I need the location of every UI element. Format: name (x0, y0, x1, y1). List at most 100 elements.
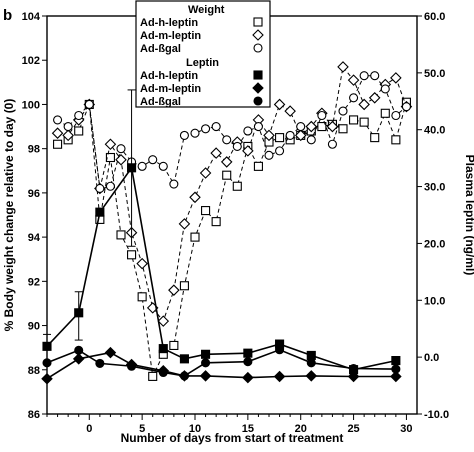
point-weight-ad-h-leptin (391, 135, 401, 145)
y-left-tick-label: 86 (28, 409, 40, 421)
point-leptin-ad-gal (95, 358, 105, 368)
series-line-weight-ad-gal (57, 75, 407, 190)
point-weight-ad-gal (201, 124, 211, 134)
point-leptin-ad-m-leptin (242, 371, 254, 384)
point-weight-ad-h-leptin (380, 108, 390, 118)
point-leptin-ad-m-leptin (273, 370, 286, 383)
point-weight-ad-h-leptin (201, 206, 211, 216)
y-right-tick-label: 40.0 (424, 125, 445, 137)
series-line-weight-ad-m-leptin (57, 65, 407, 323)
x-tick-label: 5 (139, 423, 145, 435)
point-weight-ad-h-leptin (253, 161, 263, 171)
point-weight-ad-h-leptin (105, 152, 115, 163)
point-weight-ad-h-leptin (349, 115, 359, 125)
point-leptin-ad-m-leptin (104, 346, 117, 359)
point-weight-ad-m-leptin (136, 257, 148, 270)
x-tick-label: 10 (189, 423, 201, 435)
point-leptin-ad-h-leptin (201, 349, 211, 359)
point-weight-ad-gal (327, 139, 337, 149)
point-weight-ad-m-leptin (220, 156, 233, 168)
point-leptin-ad-gal (243, 357, 253, 367)
point-weight-ad-gal (222, 135, 232, 145)
point-weight-ad-gal (84, 99, 94, 109)
point-weight-ad-gal (190, 128, 200, 138)
point-weight-ad-gal (105, 181, 115, 191)
point-weight-ad-gal (63, 122, 73, 132)
point-weight-ad-h-leptin (338, 124, 348, 134)
y-right-tick-label: 0.0 (424, 352, 439, 364)
legend-markers (252, 17, 264, 106)
point-weight-ad-gal (338, 106, 348, 116)
y-right-tick-label: 20.0 (424, 238, 445, 250)
x-axis: 0 5 10 15 20 25 30 (46, 414, 413, 435)
point-weight-ad-m-leptin (284, 105, 296, 117)
x-tick-label: 25 (347, 423, 359, 435)
x-tick-label: 30 (400, 423, 412, 435)
point-leptin-ad-m-leptin (199, 370, 212, 382)
point-weight-ad-gal (349, 93, 359, 103)
point-leptin-ad-m-leptin (390, 370, 402, 383)
point-leptin-ad-h-leptin (179, 354, 189, 364)
point-weight-ad-m-leptin (337, 61, 349, 73)
point-leptin-ad-h-leptin (243, 348, 253, 358)
point-weight-ad-gal (306, 135, 316, 145)
y-left-tick-label: 96 (28, 188, 40, 200)
point-weight-ad-gal (370, 71, 380, 81)
point-weight-ad-h-leptin (317, 122, 327, 132)
y-left-tick-label: 102 (22, 55, 40, 67)
x-tick-label: 0 (86, 423, 92, 435)
point-weight-ad-m-leptin (390, 72, 402, 84)
point-weight-ad-gal (253, 122, 263, 132)
point-weight-ad-gal (95, 183, 105, 194)
point-leptin-ad-h-leptin (95, 207, 105, 217)
point-weight-ad-gal (211, 122, 221, 132)
point-weight-ad-h-leptin (116, 230, 126, 240)
point-weight-ad-m-leptin (263, 129, 275, 142)
point-weight-ad-gal (243, 126, 253, 136)
point-weight-ad-gal (179, 130, 189, 140)
point-leptin-ad-gal (275, 345, 285, 355)
legend-weight-header: Weight (188, 4, 225, 16)
point-leptin-ad-h-leptin (158, 344, 168, 354)
point-leptin-ad-gal (391, 364, 401, 374)
y-left-tick-label: 90 (28, 321, 40, 333)
point-weight-ad-gal (401, 102, 411, 112)
legend-label-weight-h-leptin: Ad-h-leptin (140, 17, 198, 29)
point-weight-ad-h-leptin (222, 170, 232, 180)
point-weight-ad-h-leptin (232, 181, 242, 191)
point-weight-ad-m-leptin (326, 120, 339, 133)
point-weight-ad-gal (359, 71, 369, 81)
x-tick-label: 15 (242, 423, 254, 435)
point-weight-ad-m-leptin (242, 145, 254, 157)
point-weight-ad-gal (116, 144, 126, 154)
point-weight-ad-m-leptin (51, 127, 64, 139)
legend-marker (253, 17, 263, 27)
y-left-tick-label: 98 (28, 144, 40, 156)
legend: Weight Ad-h-leptin Ad-m-leptin Ad-ßgal L… (135, 0, 271, 108)
point-weight-ad-gal (137, 161, 147, 171)
legend-label-leptin-bgal: Ad-ßgal (140, 96, 181, 108)
point-leptin-ad-h-leptin (391, 356, 401, 366)
point-weight-ad-gal (380, 84, 390, 94)
point-weight-ad-h-leptin (53, 139, 63, 149)
y-axis-left-label: % Body weight change relative to day (0) (2, 99, 16, 332)
legend-label-weight-m-leptin: Ad-m-leptin (140, 30, 201, 42)
data-series (41, 61, 413, 385)
point-weight-ad-gal (53, 115, 63, 125)
y-right-tick-label: -10.0 (424, 409, 449, 421)
y-right-tick-label: 10.0 (424, 295, 445, 307)
point-weight-ad-gal (317, 110, 327, 121)
legend-box (135, 0, 271, 108)
point-weight-ad-m-leptin (294, 129, 307, 142)
point-leptin-ad-gal (158, 367, 168, 378)
point-leptin-ad-gal (306, 358, 316, 368)
point-weight-ad-gal (391, 110, 401, 121)
point-weight-ad-gal (264, 150, 274, 160)
y-left-tick-label: 92 (28, 276, 40, 288)
legend-marker (253, 96, 263, 106)
point-weight-ad-m-leptin (273, 98, 286, 111)
point-weight-ad-h-leptin (74, 126, 84, 136)
legend-leptin-header: Leptin (186, 57, 219, 69)
point-weight-ad-gal (232, 141, 242, 152)
y-right-tick-label: 50.0 (424, 68, 445, 80)
